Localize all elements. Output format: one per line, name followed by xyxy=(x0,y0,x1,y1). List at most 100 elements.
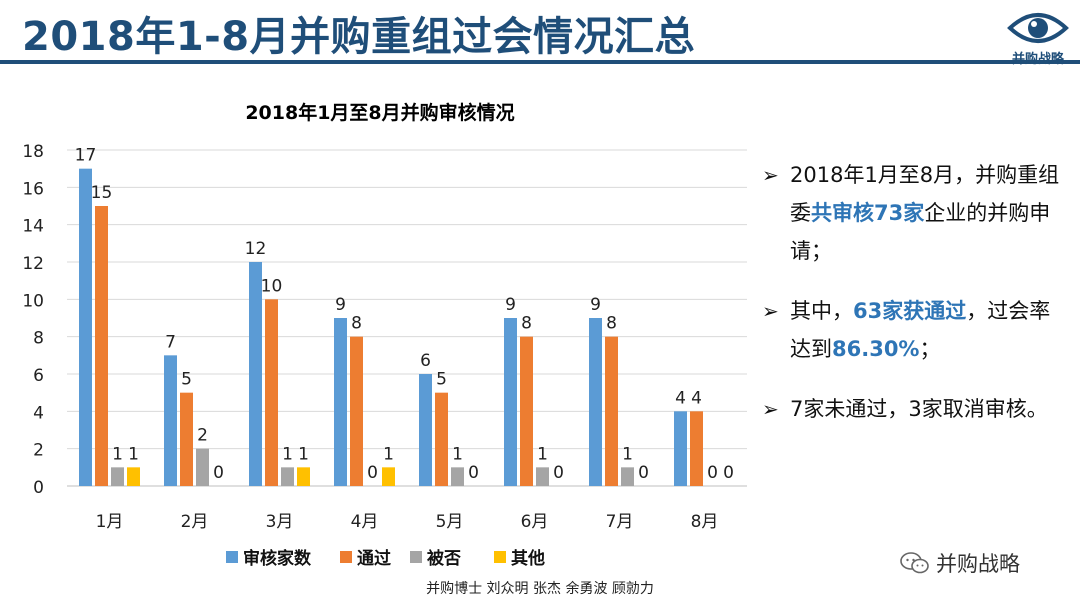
x-tick-label: 5月 xyxy=(436,512,464,532)
arrow-bullet-icon: ➢ xyxy=(762,299,779,323)
legend-swatch xyxy=(340,551,352,563)
bar xyxy=(127,467,140,486)
data-label: 4 xyxy=(675,388,686,408)
data-label: 6 xyxy=(420,351,431,371)
bar xyxy=(196,448,209,486)
data-label: 4 xyxy=(691,388,702,408)
bullet-text: 其中， xyxy=(790,299,853,323)
bar xyxy=(297,467,310,486)
y-tick-label: 6 xyxy=(33,366,44,386)
bar xyxy=(281,467,294,486)
bar xyxy=(249,262,262,486)
y-tick-label: 4 xyxy=(33,403,44,423)
data-label: 1 xyxy=(452,444,463,464)
data-label: 1 xyxy=(537,444,548,464)
y-tick-label: 18 xyxy=(22,142,44,162)
x-tick-label: 4月 xyxy=(351,512,379,532)
bar xyxy=(621,467,634,486)
eye-icon xyxy=(1007,13,1069,43)
data-label: 1 xyxy=(282,444,293,464)
bar xyxy=(95,206,108,486)
data-label: 1 xyxy=(298,444,309,464)
data-label: 9 xyxy=(335,295,346,315)
y-tick-label: 2 xyxy=(33,441,44,461)
bar xyxy=(334,318,347,486)
legend-label: 其他 xyxy=(511,548,545,569)
data-label: 0 xyxy=(707,463,718,483)
bar xyxy=(382,467,395,486)
legend-label: 审核家数 xyxy=(243,548,312,569)
title-divider xyxy=(0,60,1080,64)
bar xyxy=(504,318,517,486)
data-label: 12 xyxy=(245,239,267,259)
highlight-text: 共审核73家 xyxy=(811,201,925,225)
bar xyxy=(180,392,193,486)
data-label: 15 xyxy=(91,183,113,203)
highlight-text: 63家获通过 xyxy=(853,299,967,323)
bar xyxy=(451,467,464,486)
bar xyxy=(605,336,618,486)
data-label: 0 xyxy=(638,463,649,483)
data-label: 7 xyxy=(165,332,176,352)
y-tick-label: 12 xyxy=(22,254,44,274)
data-label: 17 xyxy=(75,146,97,166)
wechat-label: 并购战略 xyxy=(936,552,1020,576)
legend-swatch xyxy=(410,551,422,563)
bullet-item: ➢ 7家未通过，3家取消审核。 xyxy=(762,390,1062,428)
data-label: 9 xyxy=(590,295,601,315)
author-credit: 并购博士 刘众明 张杰 余勇波 顾勍力 xyxy=(426,581,654,597)
bar xyxy=(164,355,177,486)
x-tick-label: 6月 xyxy=(521,512,549,532)
bullet-text: ； xyxy=(919,337,941,361)
x-tick-label: 8月 xyxy=(691,512,719,532)
data-label: 0 xyxy=(213,463,224,483)
bar xyxy=(690,411,703,486)
bar xyxy=(536,467,549,486)
data-label: 9 xyxy=(505,295,516,315)
data-label: 0 xyxy=(553,463,564,483)
data-label: 10 xyxy=(261,276,283,296)
chart-title: 2018年1月至8月并购审核情况 xyxy=(245,102,515,124)
bar xyxy=(79,168,92,486)
bar xyxy=(350,336,363,486)
bullet-text: 2018年1月至8月，并购重组委 xyxy=(790,163,1060,225)
x-tick-label: 1月 xyxy=(96,512,124,532)
brand-logo: 并购战略 xyxy=(1006,8,1070,68)
wechat-watermark: 并购战略 xyxy=(900,548,1020,578)
x-tick-label: 3月 xyxy=(266,512,294,532)
logo-text: 并购战略 xyxy=(1011,52,1064,67)
y-tick-label: 14 xyxy=(22,217,44,237)
data-label: 8 xyxy=(521,314,532,334)
bullet-list: ➢ 2018年1月至8月，并购重组委共审核73家企业的并购申请； ➢ 其中，63家获通… xyxy=(762,156,1062,450)
data-label: 1 xyxy=(622,444,633,464)
bar xyxy=(265,299,278,486)
bullet-text: ，过会率达到 xyxy=(790,299,1051,361)
y-tick-label: 0 xyxy=(33,478,44,498)
bar xyxy=(589,318,602,486)
legend-label: 被否 xyxy=(427,548,461,569)
legend-swatch xyxy=(226,551,238,563)
highlight-text: 86.30% xyxy=(832,337,920,361)
wechat-icon xyxy=(900,552,929,574)
data-label: 0 xyxy=(723,463,734,483)
data-label: 0 xyxy=(367,463,378,483)
x-tick-label: 7月 xyxy=(606,512,634,532)
bar xyxy=(674,411,687,486)
bullet-text: 7家未通过，3家取消审核。 xyxy=(790,397,1048,421)
bullet-item: ➢ 其中，63家获通过，过会率达到86.30%； xyxy=(762,292,1062,368)
data-label: 5 xyxy=(436,370,447,390)
data-label: 1 xyxy=(383,444,394,464)
legend-label: 通过 xyxy=(357,549,391,569)
legend-swatch xyxy=(494,551,506,563)
bar xyxy=(520,336,533,486)
arrow-bullet-icon: ➢ xyxy=(762,163,779,187)
bar xyxy=(419,374,432,486)
data-label: 8 xyxy=(606,314,617,334)
bullet-text: 企业的并购申请； xyxy=(790,201,1051,263)
data-label: 8 xyxy=(351,314,362,334)
data-label: 0 xyxy=(468,463,479,483)
slide-title: 2018年1-8月并购重组过会情况汇总 xyxy=(22,14,696,60)
x-tick-label: 2月 xyxy=(181,512,209,532)
data-label: 1 xyxy=(128,444,139,464)
